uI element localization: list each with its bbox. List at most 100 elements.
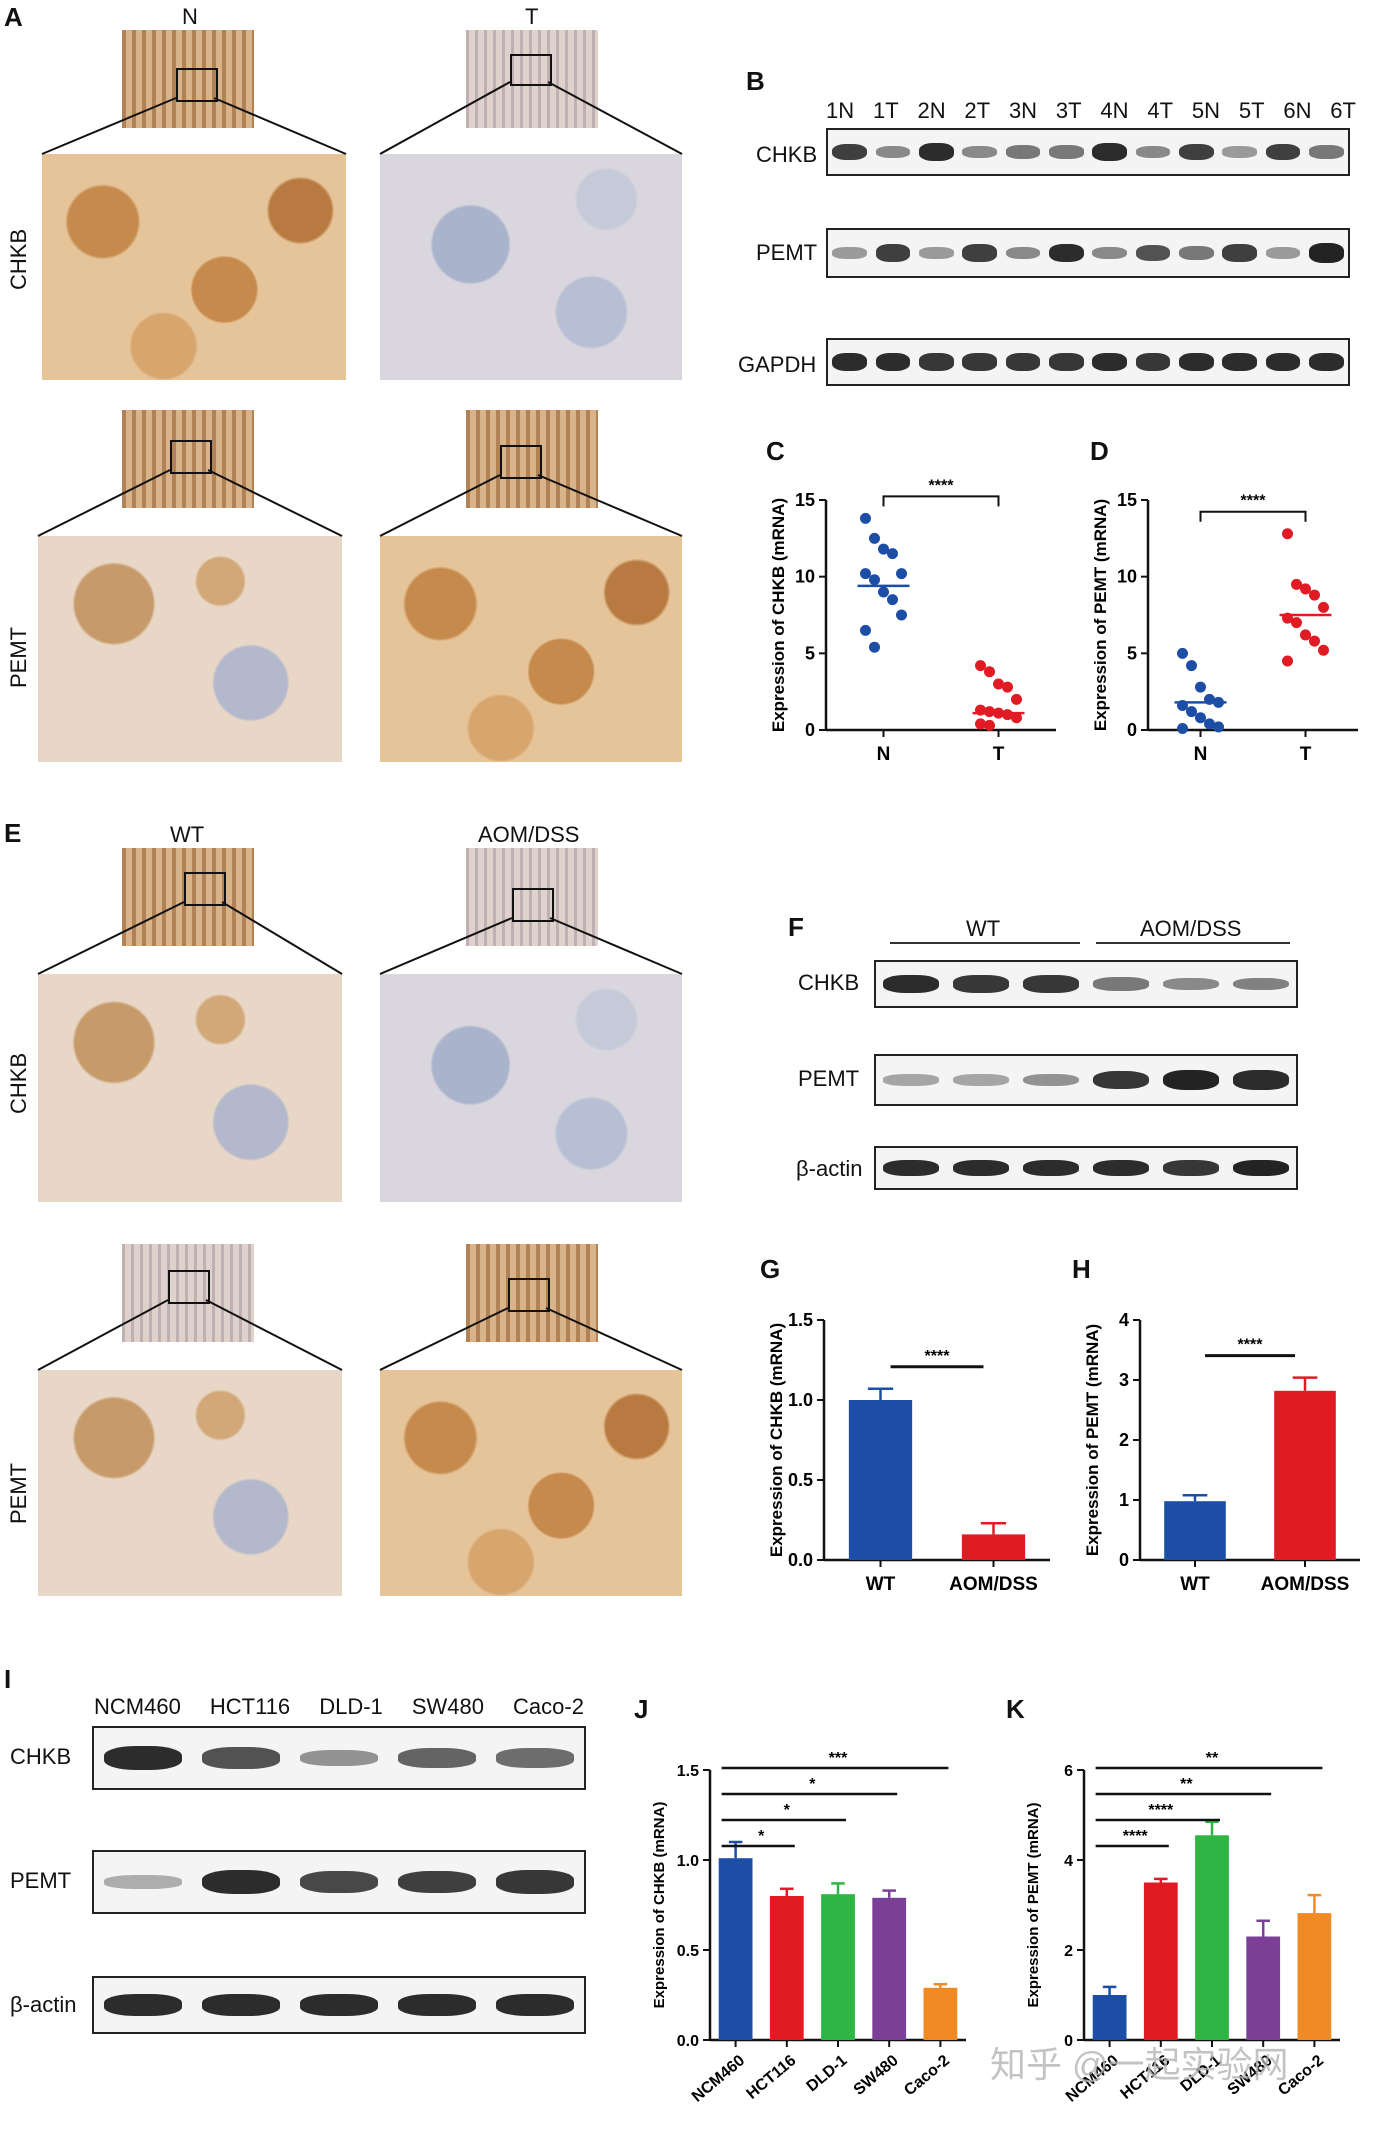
row-label-pemt-e: PEMT [6,1462,31,1524]
y-tick-label: 0.5 [788,1470,813,1490]
blot-band [953,1159,1009,1177]
data-point [869,641,880,653]
y-axis-label: Expression of CHKB (mRNA) [769,498,788,732]
blot-band [832,143,867,161]
blot-band [1179,353,1214,371]
blot-band [397,1994,477,2016]
significance-label: * [758,1828,765,1845]
y-tick-label: 10 [1117,567,1137,587]
blot-band [1093,977,1149,991]
blot-band [299,1870,379,1894]
data-point [1195,681,1206,693]
blot-band [103,1745,183,1771]
blot-b-lane-label: 5T [1238,98,1265,123]
blot-band [1005,353,1041,371]
y-tick-label: 6 [1064,1763,1073,1780]
blot-band [919,247,954,259]
blot-b-pemt-label: PEMT [756,240,818,265]
data-point [1186,706,1197,718]
blot-b-gapdh-label: GAPDH [738,352,817,377]
blot-band [1222,353,1257,371]
significance-bracket [882,495,1000,507]
data-point [1186,660,1197,672]
data-point [975,660,986,672]
blot-band [495,1994,575,2016]
blot-band [1163,977,1219,991]
blot-b-lane-label: 2N [917,98,946,123]
bar [769,1896,804,2040]
blot-band [397,1870,477,1894]
panel-label-a: A [4,2,23,32]
y-tick-label: 0 [1119,1550,1129,1570]
blot-band [1005,145,1041,159]
significance-label: **** [1148,1802,1174,1819]
blot-band [1135,244,1171,262]
blot-band [1309,145,1344,159]
roi-box [184,872,226,906]
blot-band [1135,353,1171,371]
watermark: 知乎 @一起实验网 [990,2044,1289,2085]
blot-f-chkb-label: CHKB [798,970,860,995]
y-tick-label: 1.5 [788,1310,813,1330]
blot-i-lane-label: Caco-2 [513,1694,584,1719]
blot-band [201,1869,281,1895]
y-tick-label: 0.0 [677,2033,699,2050]
data-point [869,532,880,544]
data-point [1318,644,1329,656]
data-point [1318,601,1329,613]
blot-f-chkb [874,960,1298,1008]
panel-label-i: I [4,1664,12,1694]
data-point [1204,718,1215,730]
blot-band [1309,243,1344,263]
blot-b-lane-label: 1T [872,98,899,123]
data-point [1011,712,1022,724]
blot-b-chkb [826,128,1350,176]
col-label-t: T [525,4,539,29]
bar [821,1894,855,2040]
blot-b-lane-label: 4T [1147,98,1174,123]
blot-i-lane-label: HCT116 [209,1694,291,1719]
significance-label: ** [1206,1750,1219,1767]
y-axis-label: Expression of CHKB (mRNA) [651,1802,668,2009]
blot-band [953,975,1009,993]
data-point [1300,583,1311,595]
bar [1246,1936,1281,2040]
blot-band [875,244,911,262]
roi-box [510,54,552,86]
panel-label-h: H [1072,1254,1091,1284]
panel-label-j: J [634,1694,649,1724]
blot-band [1222,244,1257,262]
blot-band [875,353,911,371]
data-point [1309,635,1320,647]
data-point [887,594,898,606]
y-tick-label: 1 [1119,1490,1129,1510]
blot-band [1092,353,1127,371]
thumbnail-wt-pemt [122,1244,254,1342]
significance-label: **** [929,477,955,494]
data-point [1282,655,1293,667]
blot-band [1023,1073,1079,1087]
data-point [878,586,889,598]
panel-label-e: E [4,818,22,848]
data-point [896,609,907,621]
data-point [984,666,995,678]
data-point [1282,528,1293,540]
y-tick-label: 2 [1064,1943,1073,1960]
data-point [1213,721,1224,733]
blot-band [103,1994,183,2016]
x-tick-label: N [877,744,891,765]
roi-box [176,68,218,102]
bar [1092,1995,1127,2040]
blot-f-group-aomdss: AOM/DSS [1140,916,1242,941]
blot-b-lane-label: 3T [1055,98,1082,123]
panel-label-k: K [1006,1694,1025,1724]
significance-label: ** [1180,1776,1193,1793]
thumbnail-n-pemt [122,410,254,508]
blot-i-pemt-label: PEMT [10,1868,72,1893]
bar [961,1534,1026,1560]
y-axis-label: Expression of CHKB (mRNA) [767,1323,786,1557]
bar [923,1987,958,2040]
x-tick-label: Caco-2 [901,2052,953,2099]
zoom-guide-lines-a [37,81,683,537]
